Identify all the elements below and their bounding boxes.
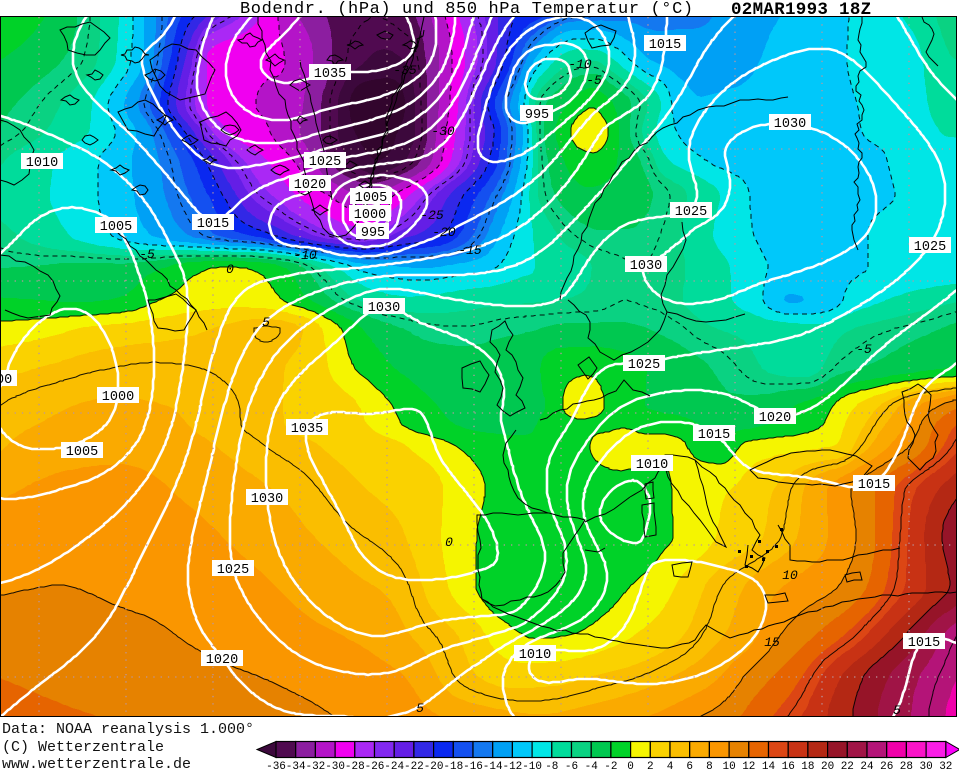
svg-text:-6: -6 xyxy=(565,761,578,770)
svg-text:26: 26 xyxy=(880,761,893,770)
svg-text:6: 6 xyxy=(686,761,693,770)
svg-text:10: 10 xyxy=(722,761,735,770)
svg-text:02MAR1993 18Z: 02MAR1993 18Z xyxy=(731,0,871,20)
svg-text:-16: -16 xyxy=(463,761,483,770)
svg-text:0: 0 xyxy=(627,761,634,770)
svg-text:2: 2 xyxy=(647,761,654,770)
svg-text:5: 5 xyxy=(416,701,424,716)
svg-text:1030: 1030 xyxy=(251,492,283,507)
svg-text:Data: NOAA reanalysis 1.000°: Data: NOAA reanalysis 1.000° xyxy=(2,721,254,738)
svg-text:-32: -32 xyxy=(305,761,325,770)
svg-text:1035: 1035 xyxy=(291,422,323,437)
svg-text:-18: -18 xyxy=(443,761,463,770)
svg-text:5: 5 xyxy=(893,703,901,718)
svg-text:1000: 1000 xyxy=(0,373,12,388)
svg-text:1030: 1030 xyxy=(774,117,806,132)
svg-text:1010: 1010 xyxy=(26,156,58,171)
svg-text:-26: -26 xyxy=(365,761,385,770)
svg-text:-36: -36 xyxy=(266,761,286,770)
svg-text:(C) Wetterzentrale: (C) Wetterzentrale xyxy=(2,739,164,756)
svg-text:-10: -10 xyxy=(293,248,317,263)
svg-text:1010: 1010 xyxy=(519,648,551,663)
svg-text:10: 10 xyxy=(782,568,798,583)
svg-text:1030: 1030 xyxy=(630,259,662,274)
svg-text:1025: 1025 xyxy=(914,240,946,255)
svg-text:0: 0 xyxy=(445,535,453,550)
svg-text:-22: -22 xyxy=(404,761,424,770)
svg-text:-5: -5 xyxy=(586,73,602,88)
svg-text:-30: -30 xyxy=(431,124,455,139)
svg-text:-10: -10 xyxy=(522,761,542,770)
svg-text:-34: -34 xyxy=(286,761,306,770)
svg-text:-20: -20 xyxy=(432,225,456,240)
svg-text:-28: -28 xyxy=(345,761,365,770)
svg-text:1015: 1015 xyxy=(197,217,229,232)
svg-text:-12: -12 xyxy=(502,761,522,770)
svg-text:5: 5 xyxy=(262,315,270,330)
svg-text:-2: -2 xyxy=(604,761,617,770)
svg-text:1005: 1005 xyxy=(355,191,387,206)
svg-text:1025: 1025 xyxy=(628,358,660,373)
svg-text:32: 32 xyxy=(939,761,952,770)
svg-text:16: 16 xyxy=(782,761,795,770)
svg-text:-15: -15 xyxy=(458,243,482,258)
svg-text:-35: -35 xyxy=(393,63,417,78)
svg-text:-24: -24 xyxy=(384,761,404,770)
svg-text:1000: 1000 xyxy=(102,390,134,405)
svg-text:14: 14 xyxy=(762,761,776,770)
svg-text:1005: 1005 xyxy=(100,220,132,235)
svg-text:Bodendr. (hPa) und 850 hPa Tem: Bodendr. (hPa) und 850 hPa Temperatur (°… xyxy=(240,0,694,19)
svg-text:15: 15 xyxy=(764,635,780,650)
svg-text:-8: -8 xyxy=(545,761,558,770)
svg-text:28: 28 xyxy=(900,761,913,770)
svg-text:1025: 1025 xyxy=(309,155,341,170)
svg-text:24: 24 xyxy=(860,761,874,770)
svg-text:-20: -20 xyxy=(424,761,444,770)
svg-text:1025: 1025 xyxy=(675,205,707,220)
svg-text:-4: -4 xyxy=(585,761,599,770)
svg-text:-30: -30 xyxy=(325,761,345,770)
svg-text:12: 12 xyxy=(742,761,755,770)
svg-text:-5: -5 xyxy=(856,342,872,357)
svg-text:18: 18 xyxy=(801,761,814,770)
svg-text:1020: 1020 xyxy=(759,411,791,426)
svg-text:1005: 1005 xyxy=(66,445,98,460)
svg-text:1030: 1030 xyxy=(368,301,400,316)
svg-text:20: 20 xyxy=(821,761,834,770)
svg-text:22: 22 xyxy=(841,761,854,770)
svg-text:1015: 1015 xyxy=(908,636,940,651)
svg-text:1000: 1000 xyxy=(354,208,386,223)
svg-text:-25: -25 xyxy=(420,208,444,223)
svg-text:1020: 1020 xyxy=(294,178,326,193)
svg-text:www.wetterzentrale.de: www.wetterzentrale.de xyxy=(2,756,191,770)
svg-text:-10: -10 xyxy=(568,57,592,72)
svg-text:1015: 1015 xyxy=(698,428,730,443)
svg-text:1015: 1015 xyxy=(858,478,890,493)
svg-text:995: 995 xyxy=(361,226,385,241)
svg-text:1010: 1010 xyxy=(636,458,668,473)
svg-text:30: 30 xyxy=(919,761,932,770)
svg-text:1015: 1015 xyxy=(649,38,681,53)
svg-text:-5: -5 xyxy=(139,247,155,262)
svg-text:1025: 1025 xyxy=(217,563,249,578)
svg-text:-14: -14 xyxy=(483,761,503,770)
svg-text:995: 995 xyxy=(525,108,549,123)
svg-text:1035: 1035 xyxy=(314,67,346,82)
svg-text:8: 8 xyxy=(706,761,713,770)
svg-text:0: 0 xyxy=(226,262,234,277)
svg-text:4: 4 xyxy=(667,761,674,770)
svg-text:1020: 1020 xyxy=(206,653,238,668)
